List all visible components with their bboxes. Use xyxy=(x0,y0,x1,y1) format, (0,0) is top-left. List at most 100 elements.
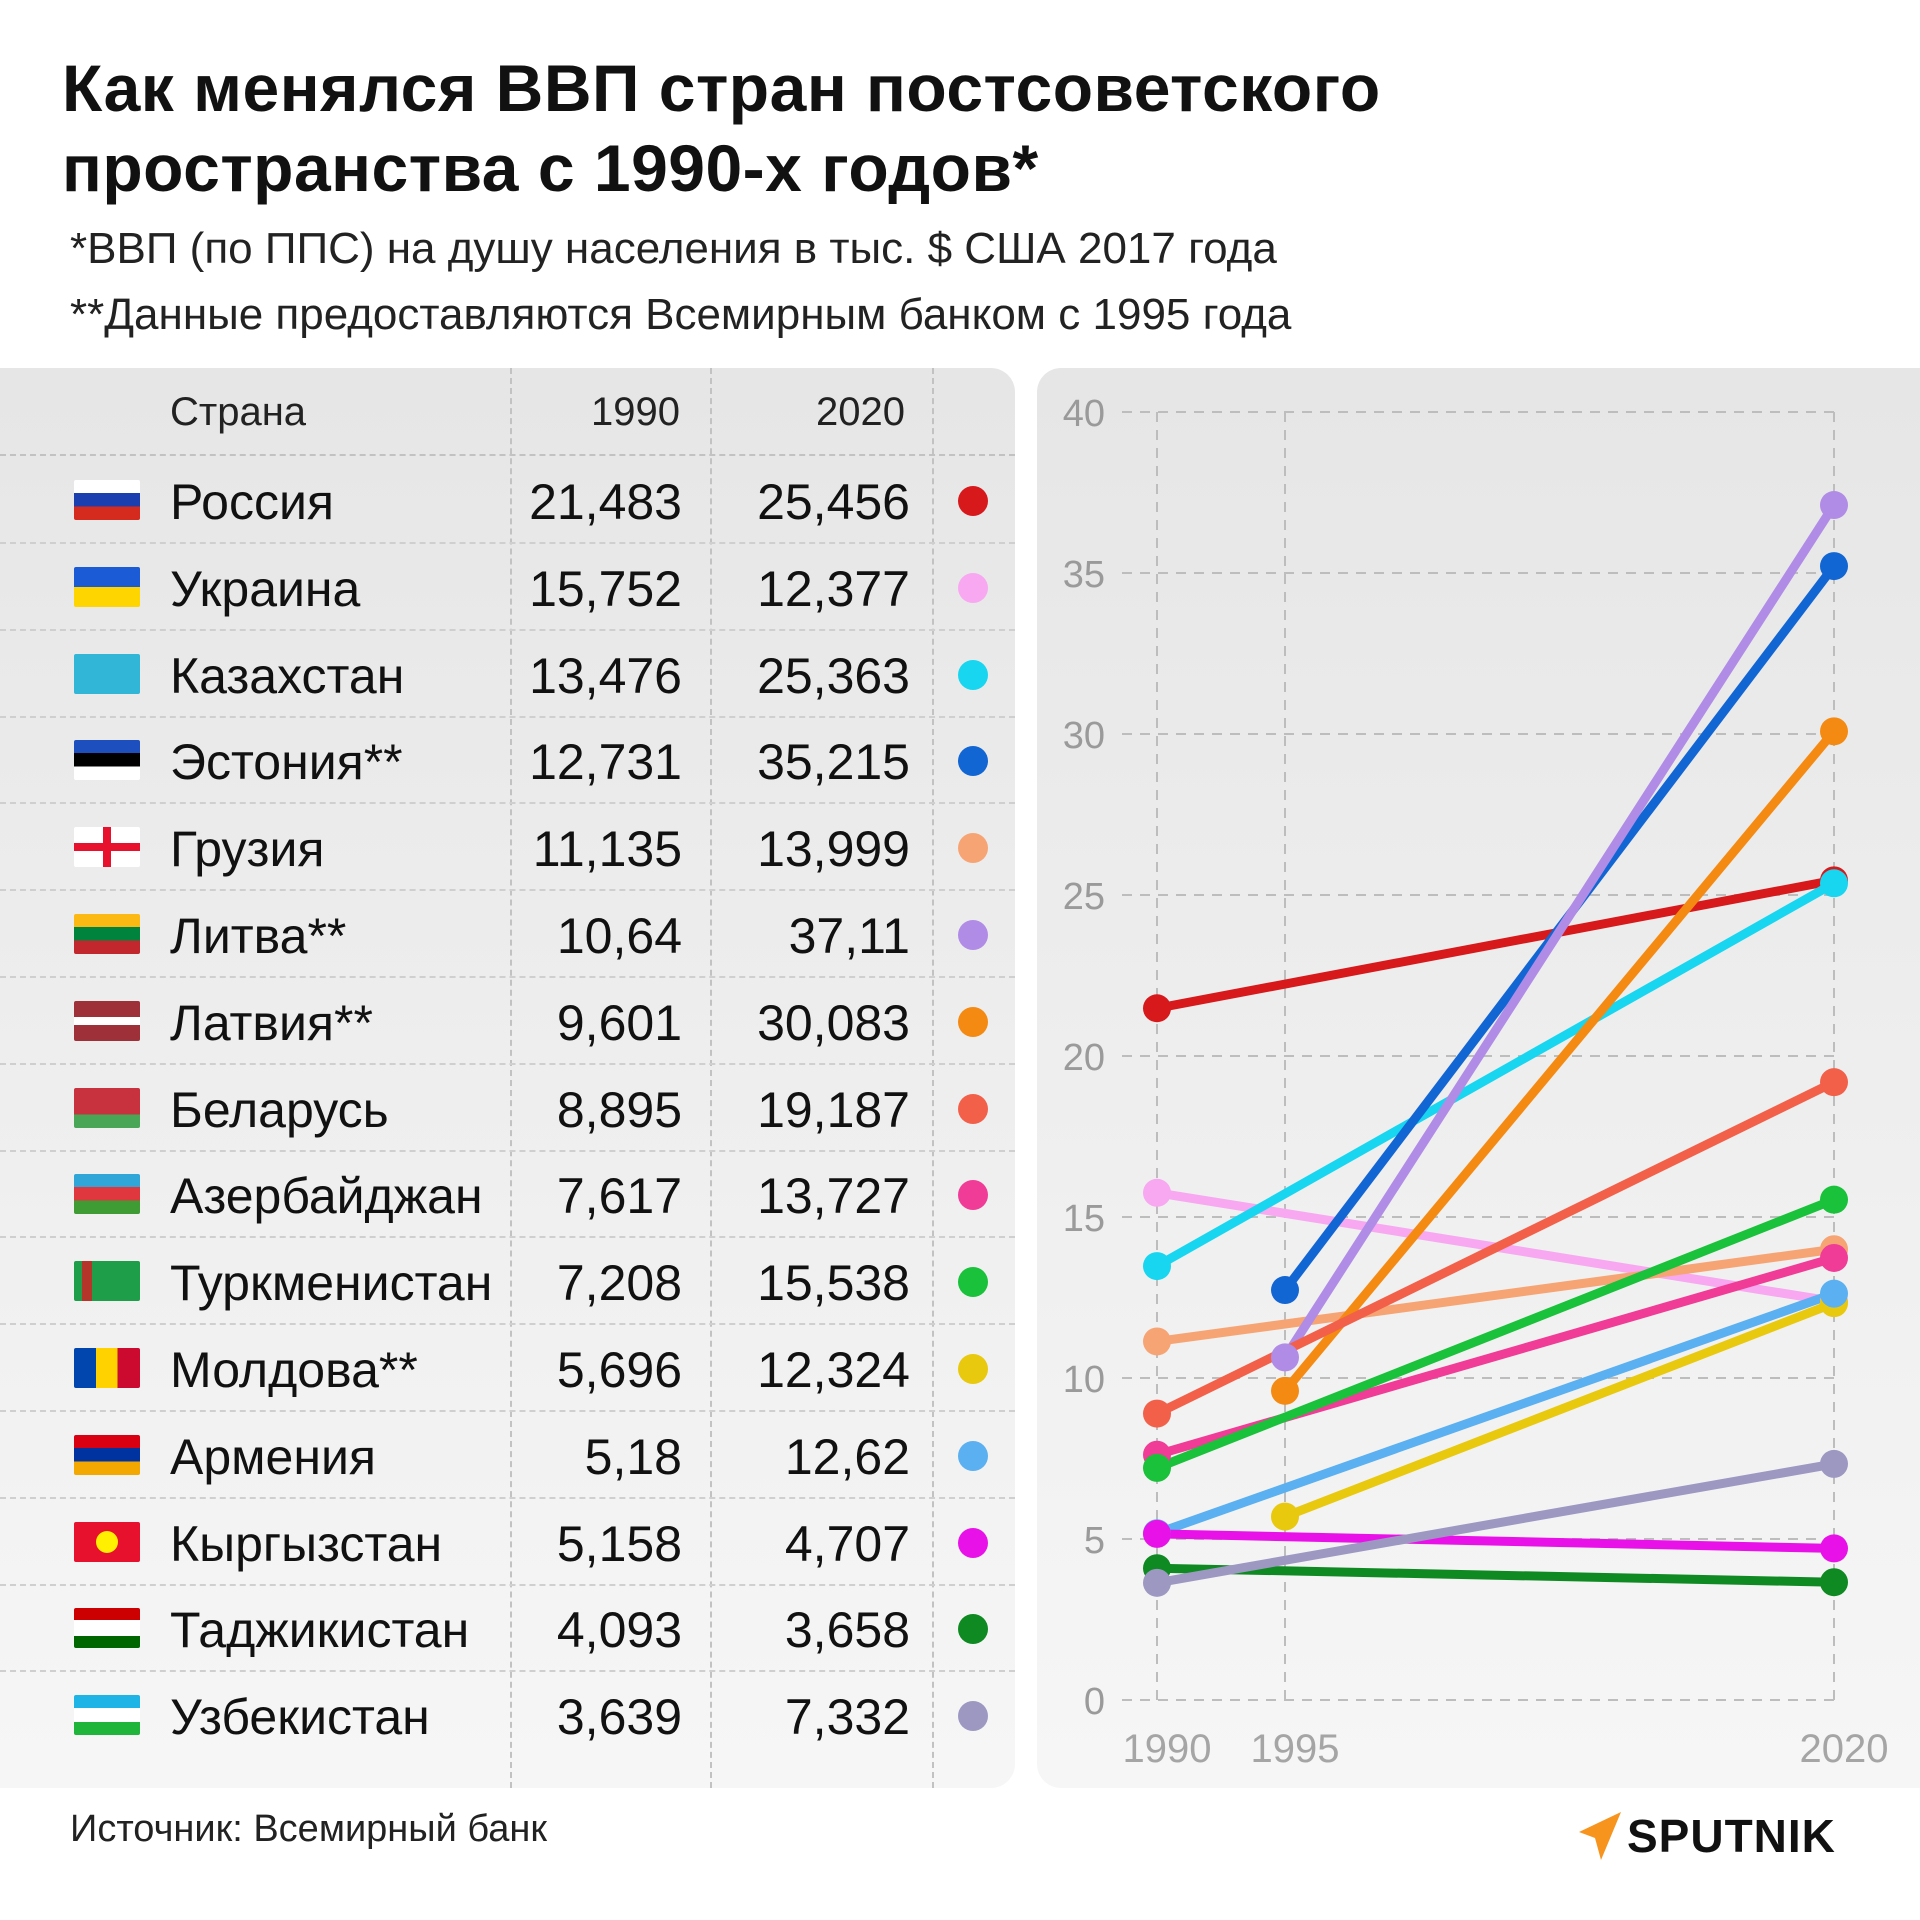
y-tick-label: 0 xyxy=(1084,1681,1105,1723)
subtitle-units: *ВВП (по ППС) на душу населения в тыс. $… xyxy=(70,224,1277,273)
x-tick-label: 1990 xyxy=(1123,1727,1212,1771)
header-2020: 2020 xyxy=(816,390,905,434)
table-row: Россия 21,483 25,456 xyxy=(0,456,1015,544)
logo-text: SPUTNIK xyxy=(1627,1810,1836,1862)
value-2020: 25,456 xyxy=(757,474,910,530)
series-line xyxy=(1152,875,1839,1013)
series-line xyxy=(1152,1077,1839,1419)
data-point xyxy=(1820,1185,1848,1214)
series-line xyxy=(1280,726,1839,1396)
y-tick-label: 35 xyxy=(1063,554,1105,596)
series-line xyxy=(1280,1298,1839,1522)
data-point xyxy=(1143,1178,1171,1207)
legend-color-dot xyxy=(958,1527,988,1558)
value-1990: 4,093 xyxy=(556,1602,682,1659)
flag-icon xyxy=(74,1087,140,1128)
flag-icon xyxy=(74,1434,140,1475)
table-row: Литва** 10,64 37,11 xyxy=(0,890,1015,978)
legend-color-dot xyxy=(958,833,988,864)
series-line xyxy=(1152,1563,1839,1587)
y-tick-label: 40 xyxy=(1063,393,1105,435)
value-2020: 13,727 xyxy=(757,1168,910,1225)
series-line xyxy=(1152,1289,1839,1538)
flag-icon xyxy=(74,914,140,954)
country-name: Таджикистан xyxy=(170,1602,470,1659)
value-1990: 7,617 xyxy=(556,1168,682,1225)
y-tick-label: 30 xyxy=(1063,715,1105,757)
value-1990: 3,639 xyxy=(556,1689,682,1746)
legend-color-dot xyxy=(958,1006,988,1037)
table-row: Молдова** 5,696 12,324 xyxy=(0,1324,1015,1412)
series-line xyxy=(1152,1195,1839,1473)
flag-icon xyxy=(74,1348,140,1388)
data-point xyxy=(1820,491,1848,520)
legend-color-dot xyxy=(958,572,988,603)
flag-icon xyxy=(74,653,140,694)
y-tick-label: 20 xyxy=(1063,1037,1105,1079)
legend-color-dot xyxy=(958,1267,988,1298)
value-1990: 5,696 xyxy=(556,1342,682,1398)
data-point xyxy=(1820,869,1848,898)
value-1990: 15,752 xyxy=(529,560,682,617)
legend-color-dot xyxy=(958,1701,988,1732)
value-2020: 25,363 xyxy=(757,647,910,704)
value-2020: 12,324 xyxy=(757,1342,910,1398)
value-1990: 9,601 xyxy=(556,994,682,1051)
country-name: Азербайджан xyxy=(170,1168,483,1225)
value-1990: 12,731 xyxy=(529,734,682,791)
data-point xyxy=(1143,1327,1171,1356)
source-note: Источник: Всемирный банк xyxy=(70,1808,548,1850)
flag-icon xyxy=(74,1608,140,1649)
sputnik-logo-icon xyxy=(1579,1812,1621,1860)
value-2020: 7,332 xyxy=(784,1689,910,1746)
value-2020: 30,083 xyxy=(757,994,910,1051)
value-2020: 3,658 xyxy=(784,1602,910,1659)
data-point xyxy=(1271,1502,1299,1531)
table-row: Армения 5,18 12,62 xyxy=(0,1411,1015,1499)
flag-icon xyxy=(74,1261,140,1302)
country-name: Казахстан xyxy=(170,647,405,704)
value-2020: 15,538 xyxy=(757,1255,910,1312)
data-point xyxy=(1143,1399,1171,1428)
data-table: Страна 1990 2020 Россия 21,483 25,456 Украи… xyxy=(0,368,1015,1788)
value-1990: 21,483 xyxy=(529,474,682,530)
country-name: Туркменистан xyxy=(170,1255,493,1312)
value-1990: 5,18 xyxy=(584,1428,682,1485)
data-point xyxy=(1143,994,1171,1023)
x-tick-label: 1995 xyxy=(1251,1727,1340,1771)
column-divider xyxy=(510,368,512,1788)
table-row: Кыргызстан 5,158 4,707 xyxy=(0,1498,1015,1586)
value-1990: 7,208 xyxy=(556,1255,682,1312)
series-line xyxy=(1152,1529,1839,1553)
country-name: Россия xyxy=(170,474,334,530)
country-name: Латвия** xyxy=(170,994,373,1051)
country-name: Беларусь xyxy=(170,1081,389,1138)
flag-icon xyxy=(74,827,140,868)
country-name: Узбекистан xyxy=(170,1689,430,1746)
table-row: Беларусь 8,895 19,187 xyxy=(0,1064,1015,1152)
x-tick-label: 2020 xyxy=(1800,1727,1889,1771)
legend-color-dot xyxy=(958,659,988,690)
table-row: Азербайджан 7,617 13,727 xyxy=(0,1150,1015,1239)
data-point xyxy=(1271,1343,1299,1372)
y-tick-label: 5 xyxy=(1084,1520,1105,1562)
value-2020: 12,377 xyxy=(757,560,910,617)
data-point xyxy=(1820,1279,1848,1308)
country-name: Грузия xyxy=(170,821,325,878)
column-divider xyxy=(932,368,934,1788)
legend-color-dot xyxy=(958,1614,988,1645)
value-2020: 4,707 xyxy=(784,1515,910,1572)
country-name: Литва** xyxy=(170,908,347,964)
country-name: Украина xyxy=(170,560,361,617)
data-point xyxy=(1143,1453,1171,1482)
legend-color-dot xyxy=(958,1093,988,1124)
data-point xyxy=(1820,552,1848,581)
data-point xyxy=(1820,1568,1848,1597)
sputnik-logo: SPUTNIK xyxy=(1575,1806,1836,1866)
chart-svg: 0 5 10 15 20 25 30 35 40 1990 1995 2020 xyxy=(1063,393,1889,1771)
series-line xyxy=(1152,878,1839,1271)
data-point xyxy=(1143,1252,1171,1281)
legend-color-dot xyxy=(958,920,988,950)
legend-color-dot xyxy=(958,1180,988,1211)
data-point xyxy=(1820,1243,1848,1272)
